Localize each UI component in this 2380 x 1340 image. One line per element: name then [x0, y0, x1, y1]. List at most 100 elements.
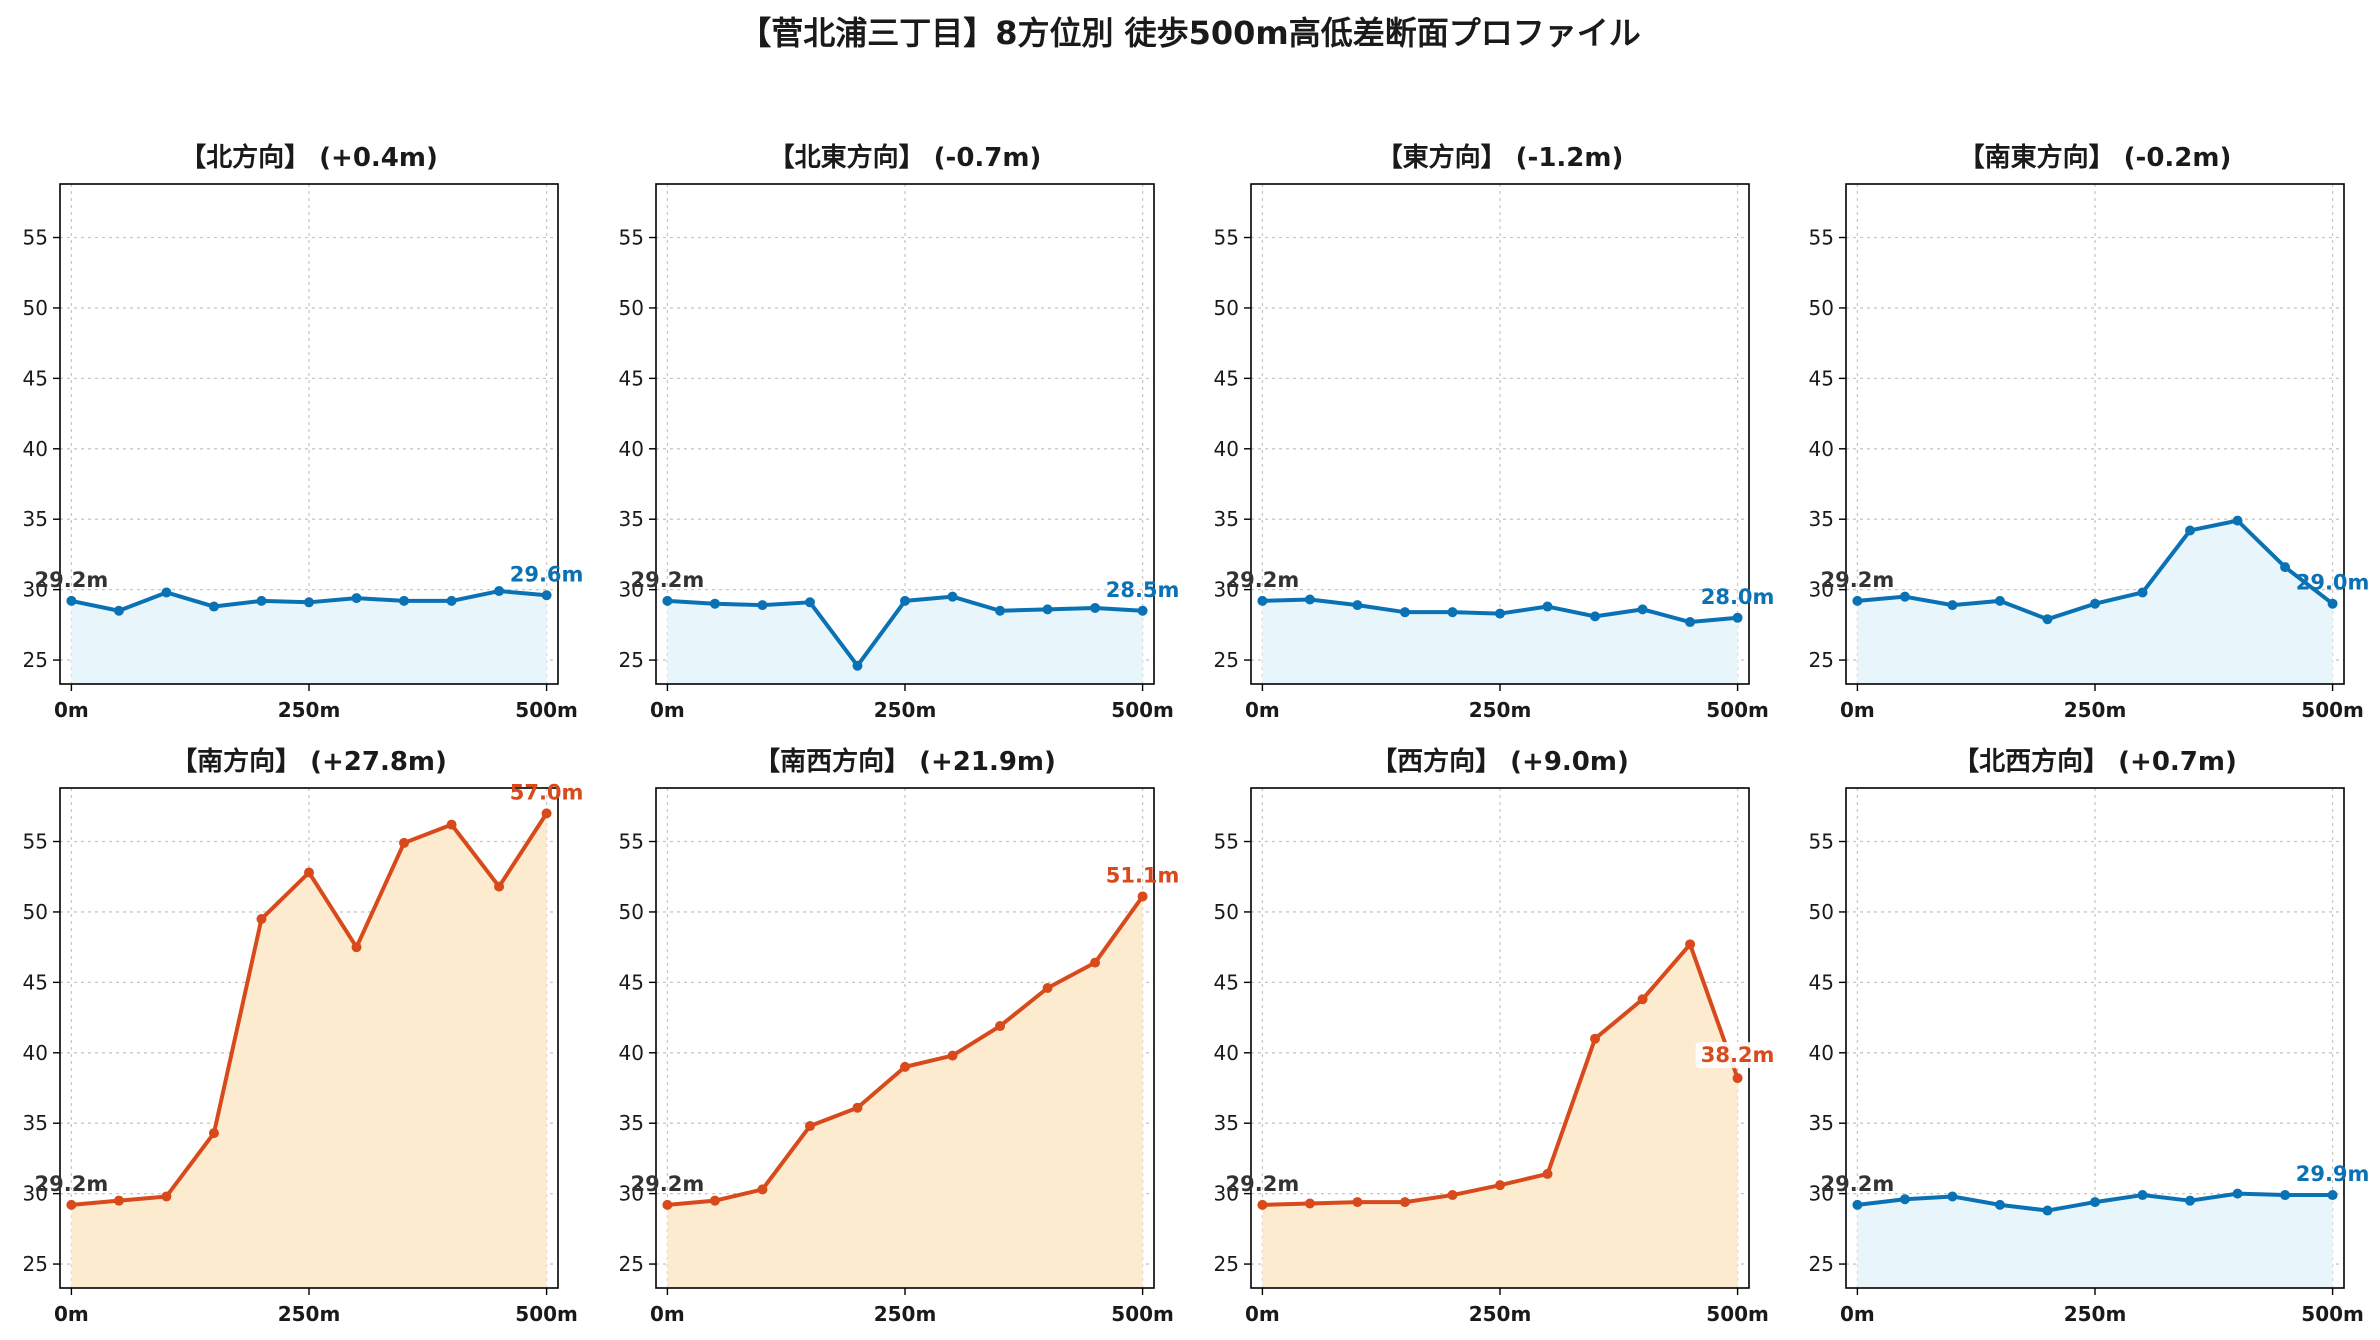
- data-point: [304, 597, 314, 608]
- y-tick-label: 25: [23, 648, 48, 672]
- data-point: [804, 597, 815, 608]
- data-point: [1042, 604, 1053, 615]
- end-value-label: 29.9m: [2296, 1162, 2370, 1186]
- data-point: [1447, 607, 1458, 618]
- data-point: [852, 1102, 863, 1113]
- data-point: [66, 595, 77, 606]
- data-point: [709, 1195, 720, 1206]
- data-point: [1352, 1197, 1363, 1208]
- start-value-label: 29.2m: [1226, 1172, 1300, 1196]
- x-tick-label: 500m: [1111, 698, 1174, 722]
- data-point: [947, 1050, 958, 1061]
- data-point: [900, 1061, 910, 1072]
- end-value-label: 51.1m: [1106, 863, 1180, 887]
- x-tick-label: 0m: [54, 698, 89, 722]
- data-point: [995, 605, 1006, 616]
- data-point: [541, 590, 552, 601]
- x-tick-label: 250m: [278, 698, 341, 722]
- y-tick-label: 45: [1809, 366, 1834, 390]
- data-point: [1447, 1190, 1458, 1201]
- chart-panel: 【南方向】 (+27.8m) 25 30 35 40 45 50 55 0m 250m 500m 29…: [23, 746, 584, 1326]
- y-tick-label: 40: [1214, 1041, 1239, 1065]
- y-tick-label: 45: [1214, 970, 1239, 994]
- x-tick-label: 250m: [874, 698, 937, 722]
- data-point: [2232, 1188, 2243, 1199]
- data-point: [947, 591, 958, 602]
- chart-panel: 【西方向】 (+9.0m) 25 30 35 40 45 50 55 0m 250m 500m 29.…: [1214, 746, 1780, 1326]
- chart-panel: 【東方向】 (-1.2m) 25 30 35 40 45 50 55 0m 250m 500m 29.…: [1214, 142, 1775, 722]
- y-tick-label: 45: [23, 970, 48, 994]
- data-point: [113, 1195, 124, 1206]
- x-tick-label: 500m: [2301, 1302, 2364, 1326]
- data-point: [1685, 617, 1696, 628]
- x-tick-label: 0m: [1245, 698, 1280, 722]
- data-point: [1899, 1194, 1910, 1205]
- x-tick-label: 250m: [1469, 1302, 1532, 1326]
- data-point: [304, 867, 314, 878]
- y-tick-label: 40: [23, 1041, 48, 1065]
- start-value-label: 29.2m: [1821, 568, 1895, 592]
- data-point: [1495, 608, 1505, 619]
- data-point: [256, 595, 267, 606]
- data-point: [351, 942, 362, 953]
- data-point: [494, 586, 505, 597]
- data-point: [208, 601, 219, 612]
- y-tick-label: 25: [23, 1252, 48, 1276]
- data-point: [399, 837, 410, 848]
- y-tick-label: 35: [619, 507, 644, 531]
- y-tick-label: 35: [619, 1111, 644, 1135]
- data-point: [1590, 1033, 1601, 1044]
- x-tick-label: 250m: [278, 1302, 341, 1326]
- chart-panel: 【南東方向】 (-0.2m) 25 30 35 40 45 50 55 0m 250m 500m 29…: [1809, 142, 2370, 722]
- y-tick-label: 40: [1214, 437, 1239, 461]
- panel-title: 【北東方向】 (-0.7m): [769, 142, 1042, 173]
- y-tick-label: 55: [23, 830, 48, 854]
- data-point: [2185, 1195, 2196, 1206]
- area-fill: [1262, 599, 1738, 684]
- data-point: [662, 1199, 673, 1210]
- chart-panel: 【南西方向】 (+21.9m) 25 30 35 40 45 50 55 0m 250m 500m 2…: [619, 746, 1180, 1326]
- y-tick-label: 35: [1809, 1111, 1834, 1135]
- data-point: [1732, 612, 1743, 623]
- y-tick-label: 40: [1809, 437, 1834, 461]
- start-value-label: 29.2m: [1821, 1172, 1895, 1196]
- x-tick-label: 0m: [650, 1302, 685, 1326]
- end-value-label: 28.0m: [1701, 585, 1775, 609]
- x-tick-label: 500m: [1706, 698, 1769, 722]
- y-tick-label: 35: [23, 507, 48, 531]
- y-tick-label: 50: [23, 296, 48, 320]
- y-tick-label: 30: [619, 1182, 644, 1206]
- x-tick-label: 250m: [874, 1302, 937, 1326]
- y-tick-label: 40: [1809, 1041, 1834, 1065]
- data-point: [113, 605, 124, 616]
- data-point: [208, 1128, 219, 1139]
- data-point: [1947, 1191, 1958, 1202]
- data-point: [1732, 1073, 1743, 1084]
- x-tick-label: 250m: [2064, 1302, 2127, 1326]
- x-tick-label: 500m: [1706, 1302, 1769, 1326]
- y-tick-label: 50: [1809, 296, 1834, 320]
- y-tick-label: 55: [619, 830, 644, 854]
- y-tick-label: 50: [1809, 900, 1834, 924]
- data-point: [1994, 595, 2005, 606]
- y-tick-label: 30: [1214, 1182, 1239, 1206]
- y-tick-label: 30: [1809, 1182, 1834, 1206]
- data-point: [804, 1121, 815, 1132]
- data-point: [2042, 1205, 2053, 1216]
- chart-panel: 【北西方向】 (+0.7m) 25 30 35 40 45 50 55 0m 250m 500m 29…: [1809, 746, 2370, 1326]
- data-point: [66, 1199, 77, 1210]
- area-fill: [667, 896, 1143, 1288]
- data-point: [2090, 1197, 2100, 1208]
- start-value-label: 29.2m: [35, 568, 109, 592]
- data-point: [1947, 600, 1958, 611]
- data-point: [1637, 994, 1648, 1005]
- data-point: [1042, 983, 1053, 993]
- panel-title: 【北西方向】 (+0.7m): [1953, 746, 2237, 777]
- y-tick-label: 45: [1214, 366, 1239, 390]
- data-point: [2137, 587, 2148, 598]
- x-tick-label: 0m: [1840, 1302, 1875, 1326]
- area-fill: [1857, 520, 2333, 684]
- data-point: [2280, 562, 2291, 573]
- panel-title: 【南東方向】 (-0.2m): [1959, 142, 2232, 173]
